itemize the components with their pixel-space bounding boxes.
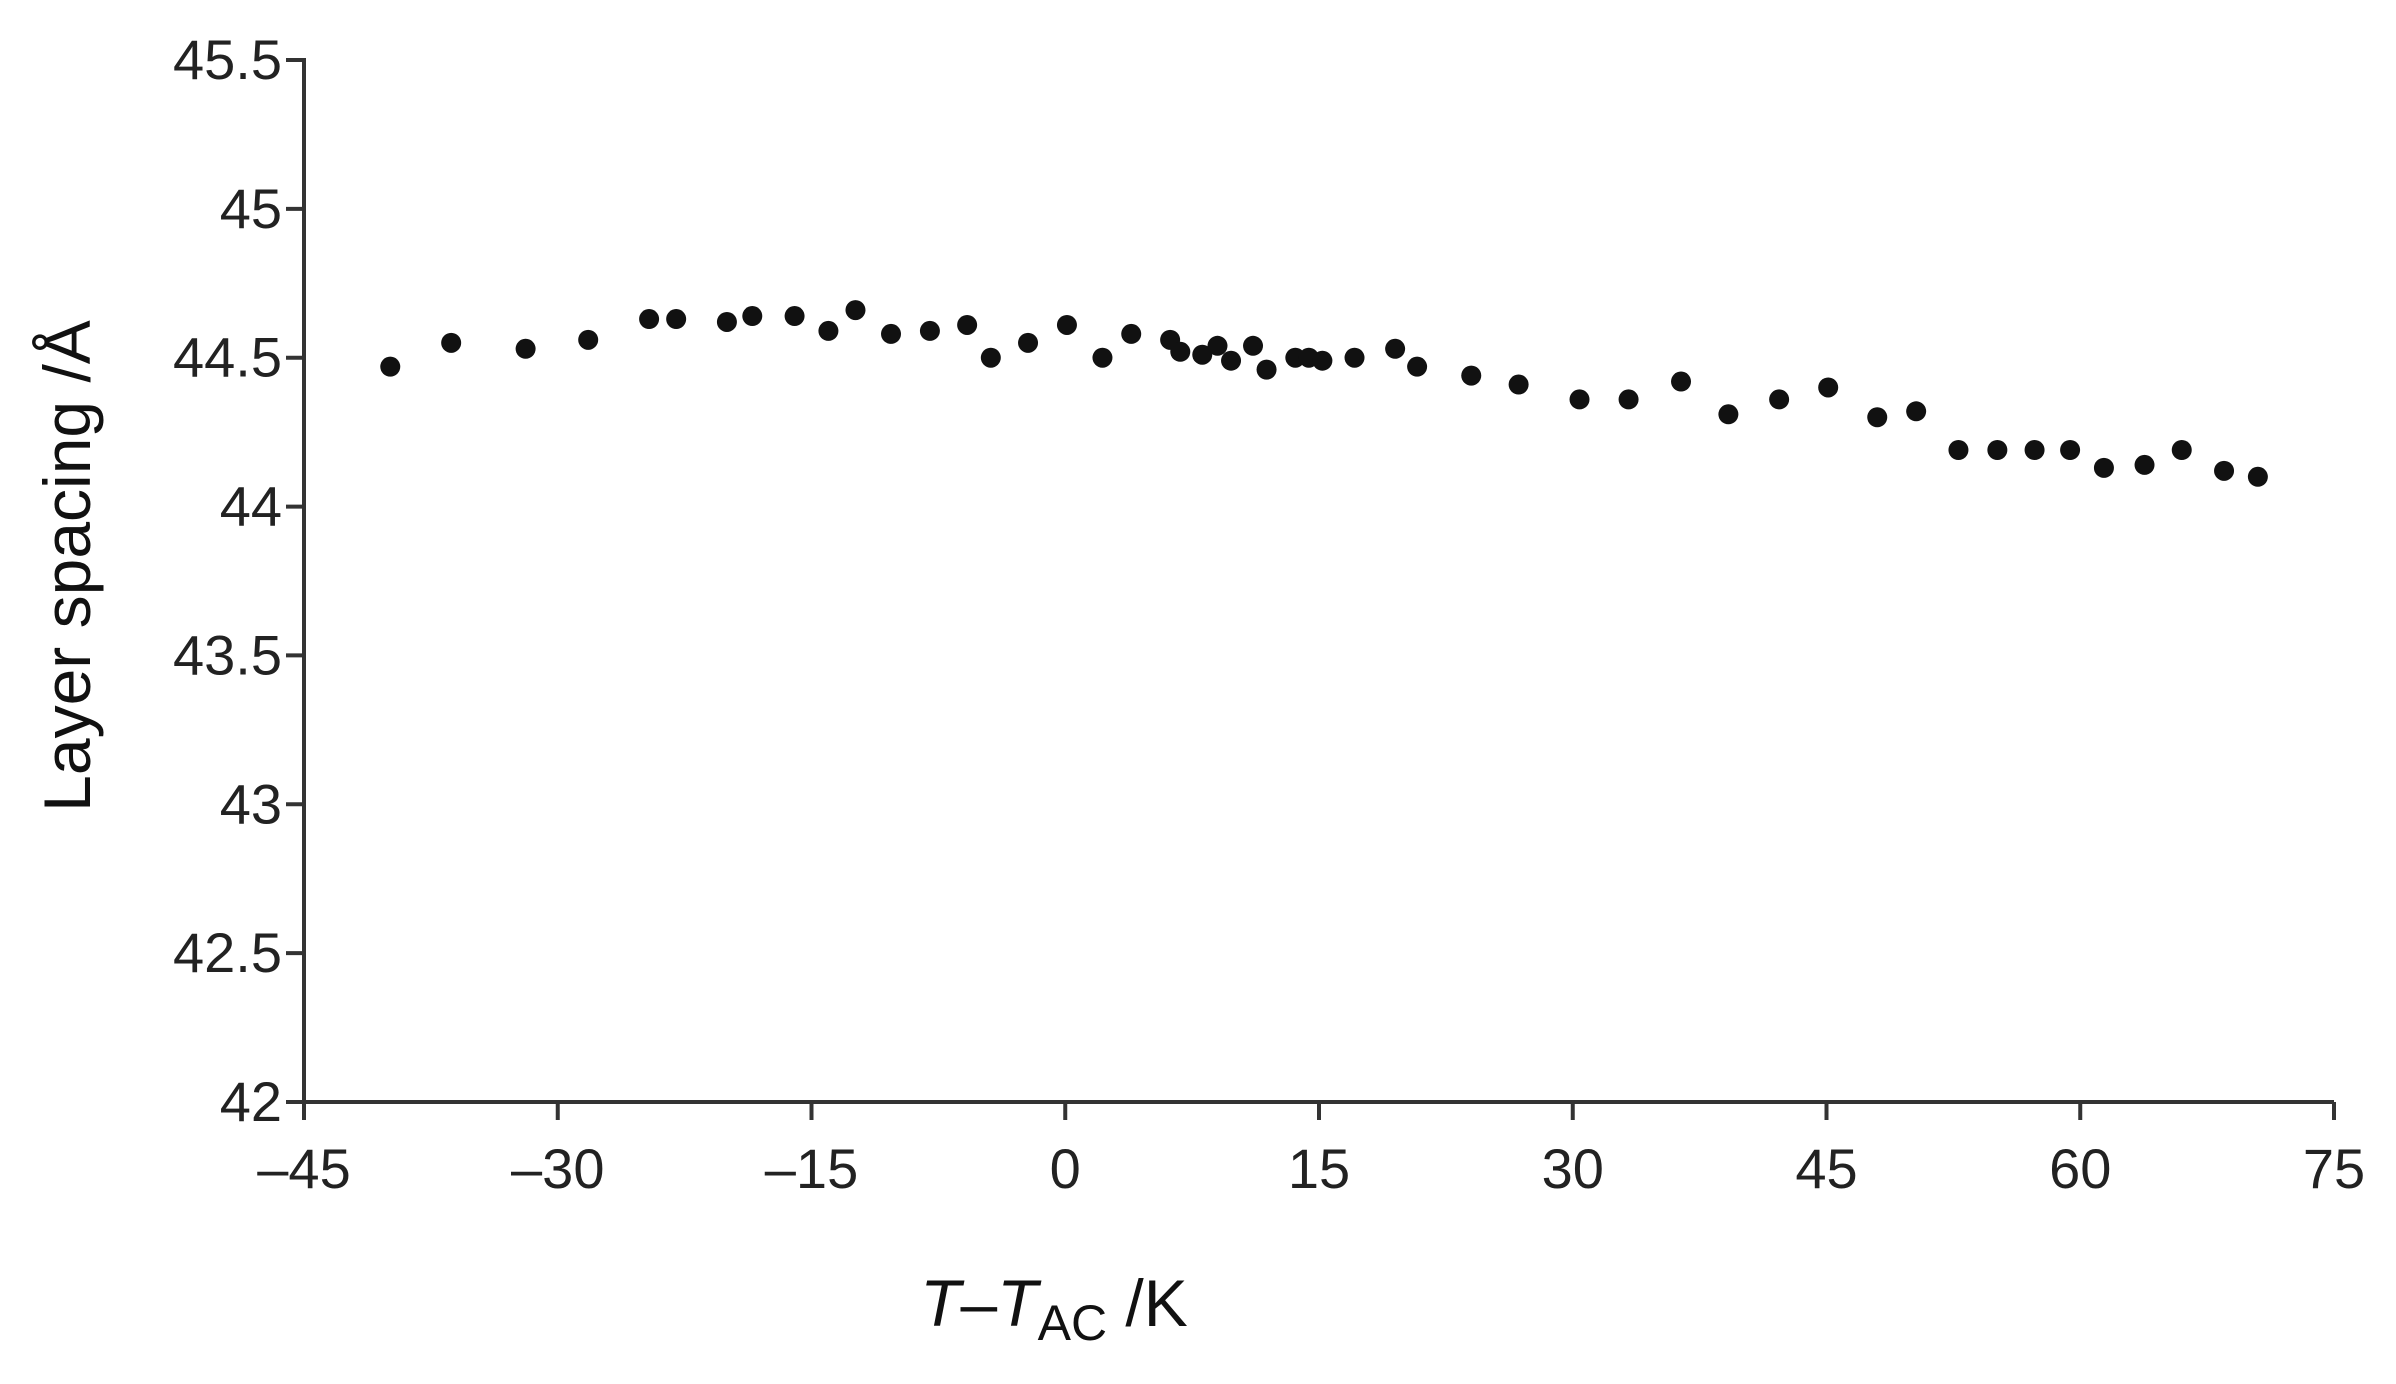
data-point (980, 347, 1001, 368)
data-point (1018, 332, 1039, 353)
data-point (2060, 440, 2081, 461)
data-point (2024, 440, 2045, 461)
x-ticks: –45 –30 –15 0 15 30 45 60 75 (257, 1102, 2365, 1200)
y-tick-label: 42 (220, 1070, 282, 1133)
data-point (1718, 404, 1739, 425)
data-point (1671, 371, 1692, 392)
x-axis-title: T–TAC /K (920, 1266, 1188, 1351)
data-point (1987, 440, 2008, 461)
data-point (742, 306, 763, 327)
x-tick-label: 30 (1542, 1137, 1604, 1200)
data-point (1312, 350, 1333, 371)
y-tick-label: 44 (220, 475, 282, 538)
x-axis-title-var2: T (997, 1266, 1042, 1340)
data-point (845, 300, 866, 321)
y-tick-label: 42.5 (173, 921, 282, 984)
data-point (1569, 389, 1590, 410)
x-tick-label: –45 (257, 1137, 350, 1200)
data-point (2171, 440, 2192, 461)
data-point (716, 311, 737, 332)
data-point (2247, 466, 2268, 487)
data-point (1948, 440, 1969, 461)
y-axis-title: Layer spacing /Å (30, 320, 104, 812)
data-point (1092, 347, 1113, 368)
data-point (1867, 407, 1888, 428)
axes (302, 58, 2334, 1104)
data-point (515, 338, 536, 359)
data-point (1121, 323, 1142, 344)
data-point (1207, 335, 1228, 356)
x-axis-title-dash: – (961, 1266, 998, 1340)
data-point (441, 332, 462, 353)
y-tick-label: 43 (220, 772, 282, 835)
data-point (1407, 356, 1428, 377)
data-point (1221, 350, 1242, 371)
data-point (818, 320, 839, 341)
data-point (639, 309, 660, 330)
data-point (1344, 347, 1365, 368)
data-point (1618, 389, 1639, 410)
x-tick-label: –15 (765, 1137, 858, 1200)
data-point (1170, 341, 1191, 362)
x-tick-label: 0 (1050, 1137, 1081, 1200)
data-point (1256, 359, 1277, 380)
data-point (881, 323, 902, 344)
y-ticks: 42 42.5 43 43.5 44 44.5 45 45.5 (173, 28, 304, 1133)
x-tick-label: 15 (1288, 1137, 1350, 1200)
data-point (2134, 454, 2155, 475)
x-tick-label: 45 (1795, 1137, 1857, 1200)
data-point (784, 306, 805, 327)
y-tick-label: 45.5 (173, 28, 282, 91)
x-tick-label: 75 (2303, 1137, 2365, 1200)
data-point (1056, 314, 1077, 335)
data-point (2214, 460, 2235, 481)
data-point (578, 329, 599, 350)
data-point (1243, 335, 1264, 356)
data-point (1385, 338, 1406, 359)
y-tick-label: 45 (220, 177, 282, 240)
data-point (1769, 389, 1790, 410)
data-point (1818, 377, 1839, 398)
y-tick-label: 43.5 (173, 623, 282, 686)
data-point (1906, 401, 1927, 422)
data-point (1508, 374, 1529, 395)
data-point (919, 320, 940, 341)
x-axis-title-subscript: AC (1038, 1295, 1107, 1351)
data-point (1192, 344, 1213, 365)
data-point (1461, 365, 1482, 386)
x-axis-title-unit: /K (1107, 1266, 1188, 1340)
data-point (380, 356, 401, 377)
data-points (380, 300, 2268, 487)
x-tick-label: 60 (2049, 1137, 2111, 1200)
data-point (666, 309, 687, 330)
x-axis-title-var: T (920, 1266, 965, 1340)
x-tick-label: –30 (511, 1137, 604, 1200)
data-point (957, 314, 978, 335)
data-point (2093, 457, 2114, 478)
y-tick-label: 44.5 (173, 326, 282, 389)
